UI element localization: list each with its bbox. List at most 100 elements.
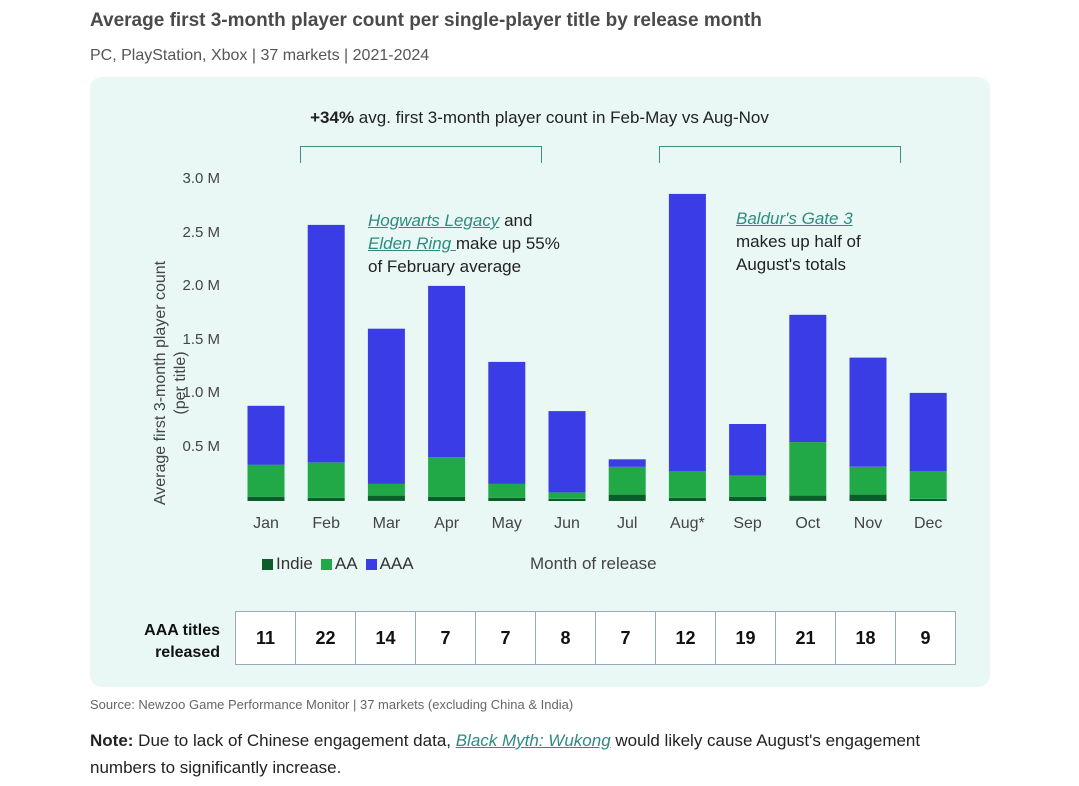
bar-aa-sep — [729, 475, 767, 497]
x-tick-label: Nov — [853, 515, 883, 532]
legend-item-aaa: AAA — [365, 554, 414, 574]
aaa-count-cell: 7 — [596, 612, 656, 664]
bar-indie-mar — [367, 495, 405, 501]
y-tick-label: 0.5 M — [182, 437, 220, 455]
bar-aa-apr — [428, 457, 466, 497]
aaa-table-label-line1: AAA titles — [144, 622, 220, 639]
legend-swatch-indie — [262, 558, 273, 570]
bar-aaa-aug — [668, 193, 706, 471]
aaa-table-label-line2: released — [155, 644, 220, 661]
legend-item-aa: AA — [320, 554, 358, 574]
bar-aa-nov — [849, 466, 887, 495]
x-tick-label: May — [491, 515, 522, 532]
legend-label-indie: Indie — [276, 554, 313, 573]
bar-aaa-jan — [247, 405, 285, 465]
y-tick-label: 1.5 M — [182, 330, 220, 348]
aaa-count-cell: 9 — [920, 627, 931, 648]
aaa-count-cell: 22 — [296, 612, 356, 664]
aaa-count-cell: 18 — [836, 612, 896, 664]
aaa-count-cell: 19 — [716, 612, 776, 664]
bar-indie-oct — [789, 495, 827, 501]
link-hogwarts-legacy[interactable]: Hogwarts Legacy — [368, 211, 500, 230]
chart-subtitle: PC, PlayStation, Xbox | 37 markets | 202… — [90, 47, 430, 64]
bracket-feb-may — [300, 146, 542, 163]
legend-item-indie: Indie — [262, 554, 313, 574]
aaa-table-label: AAA titles released — [110, 620, 220, 664]
x-axis-label: Month of release — [530, 554, 657, 573]
x-tick-label: Aug* — [670, 515, 705, 532]
x-tick-label: Oct — [795, 515, 821, 532]
footnote-label: Note: — [90, 731, 134, 750]
legend-swatch-aa — [320, 558, 332, 570]
aaa-count-cell: 7 — [476, 612, 536, 664]
bar-aaa-feb — [307, 224, 345, 463]
bar-aaa-dec — [909, 392, 947, 471]
bar-aa-dec — [909, 471, 947, 499]
bar-aaa-sep — [729, 424, 767, 476]
y-tick-label: 3.0 M — [182, 170, 220, 187]
footnote-pre: Due to lack of Chinese engagement data, — [133, 731, 456, 750]
ann-feb-rest2: of February average — [368, 257, 522, 276]
headline-percent: +34% — [310, 108, 355, 127]
bar-aa-oct — [789, 442, 827, 496]
link-black-myth-wukong[interactable]: Black Myth: Wukong — [455, 731, 611, 750]
y-tick-label: 1.0 M — [182, 384, 220, 401]
aaa-count-cell: 7 — [416, 612, 476, 664]
aaa-count-cell: 8 — [536, 612, 596, 664]
chart-panel — [90, 77, 990, 687]
legend-label-aa: AA — [334, 554, 358, 573]
aaa-count-cell: 11 — [236, 612, 296, 664]
chart-title: Average first 3-month player count per s… — [90, 10, 762, 31]
bar-indie-sep — [729, 496, 767, 501]
ann-feb-rest1: make up 55% — [455, 234, 560, 253]
legend-label-aaa: AAA — [379, 554, 414, 573]
y-tick-label: 2.5 M — [182, 223, 220, 241]
x-tick-label: Jan — [253, 515, 279, 532]
bar-aa-jan — [247, 464, 285, 497]
bar-aa-jun — [548, 492, 586, 499]
bar-indie-apr — [428, 496, 466, 501]
bar-aa-mar — [367, 483, 405, 496]
bar-indie-jul — [608, 494, 646, 501]
legend: Indie AA AAA — [262, 554, 422, 574]
bar-aaa-jun — [548, 411, 586, 493]
x-tick-label: Dec — [913, 515, 943, 532]
annotation-august: Baldur's Gate 3 makes up half of August'… — [736, 207, 861, 276]
headline-callout: +34% avg. first 3-month player count in … — [0, 108, 1079, 128]
x-tick-label: Apr — [434, 515, 460, 532]
aaa-count-cell: 21 — [776, 612, 836, 664]
bar-aaa-may — [488, 361, 526, 484]
link-baldurs-gate-3[interactable]: Baldur's Gate 3 — [736, 209, 853, 228]
headline-text: avg. first 3-month player count in Feb-M… — [354, 108, 769, 127]
link-elden-ring[interactable]: Elden Ring — [368, 234, 456, 253]
ann-and: and — [499, 211, 533, 230]
bar-aaa-nov — [849, 357, 887, 467]
ann-aug-line3: August's totals — [736, 255, 847, 274]
bracket-aug-nov — [659, 146, 901, 163]
aaa-count-cell: 14 — [356, 612, 416, 664]
bar-aa-aug — [668, 471, 706, 498]
x-tick-label: Jul — [616, 515, 638, 532]
footnote: Note: Due to lack of Chinese engagement … — [90, 727, 930, 781]
bar-indie-jan — [247, 496, 285, 501]
bar-indie-feb — [307, 497, 345, 501]
bar-indie-may — [488, 497, 526, 501]
bar-aaa-jul — [608, 459, 646, 467]
footnote-post: would likely cause August's engagement n… — [90, 731, 921, 777]
aaa-count-table: 11 22 14 7 7 8 7 12 19 21 18 9 — [235, 611, 956, 665]
bar-aaa-oct — [789, 314, 827, 443]
bar-indie-dec — [909, 498, 947, 501]
y-tick-label: 2.0 M — [182, 277, 220, 294]
source-note: Source: Newzoo Game Performance Monitor … — [90, 697, 574, 712]
bar-aa-may — [488, 483, 526, 498]
bar-aaa-mar — [367, 328, 405, 484]
x-tick-label: Jun — [554, 515, 580, 532]
aaa-count-cell: 12 — [656, 612, 716, 664]
bar-indie-aug — [668, 497, 706, 501]
bar-aaa-apr — [428, 285, 466, 458]
bar-aa-feb — [307, 462, 345, 498]
annotation-february: Hogwarts Legacy and Elden Ring make up 5… — [368, 209, 560, 278]
ann-aug-line2: makes up half of — [736, 232, 861, 251]
legend-swatch-aaa — [365, 558, 377, 570]
